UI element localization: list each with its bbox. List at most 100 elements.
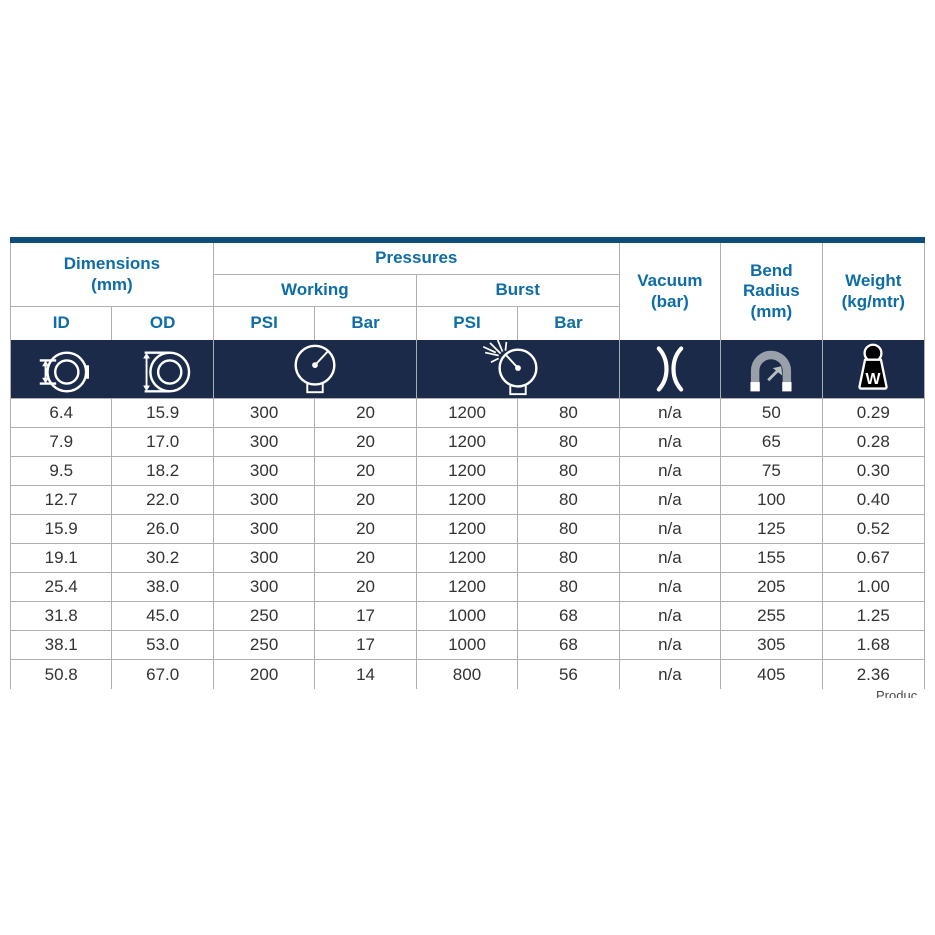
bend-radius-icon — [742, 341, 800, 402]
weight-icon-letter: W — [866, 371, 881, 388]
cell-burst_bar: 80 — [518, 515, 620, 543]
cell-burst_bar: 68 — [518, 631, 620, 659]
cell-weight: 1.25 — [856, 606, 890, 625]
icon-band: W — [11, 339, 924, 403]
cell-working_bar: 20 — [315, 515, 417, 543]
cell-burst_bar: 80 — [518, 457, 620, 485]
cell-bend_radius: 50 — [721, 399, 823, 427]
burst-header-label: Burst — [495, 280, 540, 300]
cell-working_bar: 20 — [315, 486, 417, 514]
cell-id: 12.7 — [11, 486, 113, 514]
pressures-header: Pressures — [213, 243, 620, 275]
inner-diameter-icon — [11, 344, 112, 400]
outer-diameter-icon — [112, 344, 213, 400]
weight-header-line2: (kg/mtr) — [841, 291, 905, 311]
weight-icon-cell: W — [823, 340, 924, 403]
cell-bend_radius: 155 — [721, 544, 823, 572]
table-row: 12.7 22.0 300 20 1200 80 n/a 100 0.40 — [11, 486, 924, 515]
bend-radius-header-line1: Bend — [750, 261, 793, 281]
cell-bend_radius: 305 — [721, 631, 823, 659]
cell-id: 25.4 — [11, 573, 113, 601]
cell-od: 17.0 — [112, 428, 214, 456]
vacuum-header-line1: Vacuum — [637, 271, 703, 291]
table-header: Dimensions (mm) Pressures Working Burst … — [11, 243, 924, 340]
bend-radius-header-line2: Radius — [742, 281, 800, 301]
cell-weight: 1.68 — [856, 635, 890, 654]
cell-burst_psi: 1200 — [417, 486, 519, 514]
cell-burst_bar: 80 — [518, 573, 620, 601]
cell-weight: 1.00 — [856, 577, 890, 596]
cell-weight: 0.52 — [856, 519, 890, 538]
working-psi-column-header: PSI — [214, 307, 316, 340]
cell-burst_bar: 80 — [518, 486, 620, 514]
cell-id: 38.1 — [11, 631, 113, 659]
cell-od: 15.9 — [112, 399, 214, 427]
cell-working_psi: 200 — [214, 660, 316, 689]
pressure-gauge-icon — [286, 340, 344, 403]
cell-id: 15.9 — [11, 515, 113, 543]
cell-burst_bar: 80 — [518, 544, 620, 572]
cell-weight: 0.29 — [856, 403, 890, 422]
cell-working_psi: 300 — [214, 399, 316, 427]
cell-vacuum: n/a — [620, 515, 722, 543]
cell-bend_radius: 125 — [721, 515, 823, 543]
cell-weight: 0.67 — [856, 548, 890, 567]
cell-od: 22.0 — [112, 486, 214, 514]
clipped-footer-text: Produc — [876, 688, 918, 698]
cell-vacuum: n/a — [620, 573, 722, 601]
cell-vacuum: n/a — [620, 486, 722, 514]
cell-burst_bar: 56 — [518, 660, 620, 689]
cell-vacuum: n/a — [620, 631, 722, 659]
dimensions-header-line1: Dimensions — [63, 254, 161, 274]
vacuum-header-line2: (bar) — [650, 291, 689, 311]
cell-burst_psi: 1000 — [417, 602, 519, 630]
cell-working_bar: 20 — [315, 544, 417, 572]
cell-burst_psi: 800 — [417, 660, 519, 689]
id-column-header: ID — [11, 307, 113, 340]
cell-weight: 0.30 — [856, 461, 890, 480]
burst-gauge-icon — [482, 339, 554, 403]
cell-working_bar: 20 — [315, 573, 417, 601]
cell-id: 6.4 — [11, 399, 113, 427]
cell-working_psi: 300 — [214, 428, 316, 456]
cell-id: 31.8 — [11, 602, 113, 630]
table-row: 9.5 18.2 300 20 1200 80 n/a 75 0.30 — [11, 457, 924, 486]
table-row: 31.8 45.0 250 17 1000 68 n/a 255 1.25 — [11, 602, 924, 631]
cell-burst_psi: 1200 — [417, 573, 519, 601]
cell-working_psi: 250 — [214, 602, 316, 630]
cell-od: 18.2 — [112, 457, 214, 485]
cell-weight: 0.40 — [856, 490, 890, 509]
table-row: 19.1 30.2 300 20 1200 80 n/a 155 0.67 — [11, 544, 924, 573]
cell-burst_psi: 1200 — [417, 457, 519, 485]
cell-od: 53.0 — [112, 631, 214, 659]
weight-header: Weight (kg/mtr) — [823, 243, 924, 340]
cell-id: 9.5 — [11, 457, 113, 485]
burst-psi-column-header: PSI — [417, 307, 519, 340]
working-pressure-icon-cell — [214, 340, 417, 403]
working-header-label: Working — [280, 280, 349, 300]
cell-od: 38.0 — [112, 573, 214, 601]
cell-burst_psi: 1200 — [417, 399, 519, 427]
dimensions-header-line2: (mm) — [91, 274, 133, 294]
cell-working_bar: 20 — [315, 399, 417, 427]
working-header: Working — [213, 275, 417, 307]
dimensions-icon-cell — [11, 340, 214, 403]
cell-vacuum: n/a — [620, 428, 722, 456]
burst-pressure-icon-cell — [417, 339, 620, 403]
cell-bend_radius: 405 — [721, 660, 823, 689]
cell-burst_bar: 80 — [518, 399, 620, 427]
cell-burst_psi: 1000 — [417, 631, 519, 659]
cell-working_bar: 17 — [315, 602, 417, 630]
burst-header: Burst — [416, 275, 620, 307]
cell-working_psi: 250 — [214, 631, 316, 659]
weight-icon: W — [847, 341, 899, 402]
cell-bend_radius: 255 — [721, 602, 823, 630]
bend-radius-header: Bend Radius (mm) — [721, 243, 823, 340]
table-row: 7.9 17.0 300 20 1200 80 n/a 65 0.28 — [11, 428, 924, 457]
working-bar-column-header: Bar — [315, 307, 417, 340]
cell-vacuum: n/a — [620, 660, 722, 689]
cell-burst_psi: 1200 — [417, 428, 519, 456]
table-row: 50.8 67.0 200 14 800 56 n/a 405 2.36 — [11, 660, 924, 689]
cell-weight: 2.36 — [856, 664, 890, 684]
cell-id: 19.1 — [11, 544, 113, 572]
